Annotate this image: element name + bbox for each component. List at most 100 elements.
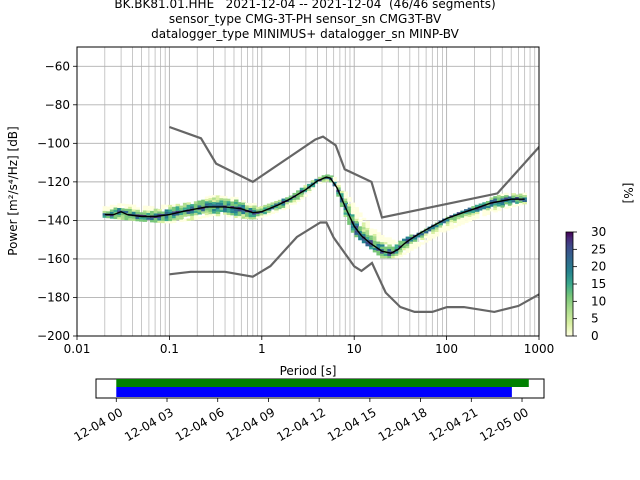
noise-model-low-line bbox=[169, 221, 539, 314]
density-cell bbox=[179, 205, 184, 209]
density-cell bbox=[128, 204, 133, 207]
density-cell bbox=[460, 215, 465, 218]
x-tick-label: 0.1 bbox=[160, 342, 179, 356]
density-cell bbox=[464, 211, 469, 214]
density-cell bbox=[307, 188, 312, 191]
density-cell bbox=[467, 207, 473, 211]
density-cell bbox=[128, 215, 133, 219]
density-cell bbox=[376, 236, 381, 240]
density-cell bbox=[350, 230, 356, 233]
density-cell bbox=[354, 220, 359, 224]
plot-frame bbox=[76, 46, 540, 337]
density-cell bbox=[339, 195, 345, 198]
density-cell bbox=[139, 216, 144, 220]
density-cell bbox=[361, 222, 367, 225]
density-cell bbox=[445, 225, 451, 229]
density-cell bbox=[464, 209, 469, 212]
density-cell bbox=[135, 218, 140, 222]
density-cell bbox=[182, 207, 188, 210]
density-cell bbox=[204, 201, 210, 204]
density-cell bbox=[128, 206, 133, 210]
density-cell bbox=[500, 202, 506, 206]
density-cell bbox=[369, 235, 374, 238]
density-cell bbox=[171, 211, 177, 214]
density-cell bbox=[255, 206, 261, 210]
density-cell bbox=[109, 209, 115, 212]
density-cell bbox=[124, 206, 129, 209]
density-cell bbox=[372, 238, 378, 241]
density-cell bbox=[398, 254, 403, 257]
density-cell bbox=[124, 208, 129, 212]
density-cell bbox=[456, 223, 462, 227]
density-cell bbox=[150, 213, 155, 216]
density-cell bbox=[244, 205, 250, 208]
density-cell bbox=[504, 192, 509, 196]
density-cell bbox=[226, 214, 232, 218]
density-cell bbox=[504, 199, 509, 203]
density-cell bbox=[347, 206, 352, 209]
density-cell bbox=[387, 246, 392, 250]
density-cell bbox=[332, 181, 338, 185]
density-cell bbox=[299, 196, 305, 200]
density-cell bbox=[464, 216, 469, 219]
density-cell bbox=[434, 224, 440, 228]
density-cell bbox=[252, 216, 257, 220]
density-cell bbox=[193, 212, 199, 216]
density-cell bbox=[350, 228, 356, 231]
density-cell bbox=[474, 216, 480, 219]
density-cell bbox=[171, 215, 177, 219]
density-cell bbox=[102, 215, 108, 218]
density-cell bbox=[343, 203, 349, 206]
density-cell bbox=[241, 214, 246, 217]
density-cell bbox=[369, 237, 374, 241]
density-cell bbox=[336, 191, 341, 195]
density-cell bbox=[270, 202, 275, 205]
density-cell bbox=[109, 216, 115, 219]
density-cell bbox=[106, 215, 111, 219]
density-cell bbox=[394, 246, 400, 250]
density-cell bbox=[215, 204, 221, 208]
density-cell bbox=[456, 219, 462, 222]
model-lines-layer bbox=[104, 125, 539, 314]
density-cell bbox=[150, 219, 155, 223]
density-cell bbox=[190, 211, 195, 214]
density-cell bbox=[113, 216, 118, 220]
density-cell bbox=[113, 207, 118, 210]
density-cell bbox=[128, 211, 133, 214]
density-cell bbox=[449, 222, 454, 225]
density-cell bbox=[511, 204, 516, 208]
x-tick-label: 1000 bbox=[524, 342, 555, 356]
colorbar-tick-label: 0 bbox=[591, 329, 599, 343]
density-cell bbox=[212, 208, 217, 212]
density-cell bbox=[471, 215, 476, 218]
density-cell bbox=[310, 187, 316, 190]
density-cell bbox=[358, 235, 363, 238]
x-tick-label: 1 bbox=[258, 342, 266, 356]
density-cell bbox=[380, 235, 385, 238]
density-cell bbox=[314, 178, 319, 182]
density-cell bbox=[434, 229, 440, 232]
density-cell bbox=[328, 180, 334, 183]
density-cell bbox=[365, 227, 370, 231]
density-cell bbox=[274, 205, 279, 209]
density-cell bbox=[412, 237, 418, 240]
y-tick-label: −160 bbox=[37, 252, 70, 266]
y-axis-ticks: −200 −180 −160 −140 −120 −100 −80 −60 bbox=[37, 59, 77, 343]
density-cell bbox=[350, 207, 356, 210]
density-cell bbox=[208, 195, 213, 199]
density-cell bbox=[131, 209, 137, 212]
density-cell bbox=[405, 241, 411, 244]
y-tick-label: −180 bbox=[37, 290, 70, 304]
density-cell bbox=[369, 246, 374, 250]
density-cell bbox=[161, 206, 166, 210]
density-cell bbox=[361, 217, 367, 221]
density-cell bbox=[431, 236, 436, 239]
density-cell bbox=[237, 209, 243, 212]
density-cell bbox=[244, 216, 250, 220]
density-cell bbox=[380, 244, 385, 247]
density-cell bbox=[500, 205, 506, 208]
density-cell bbox=[394, 244, 400, 247]
density-cell bbox=[142, 212, 148, 215]
density-cell bbox=[215, 197, 221, 201]
